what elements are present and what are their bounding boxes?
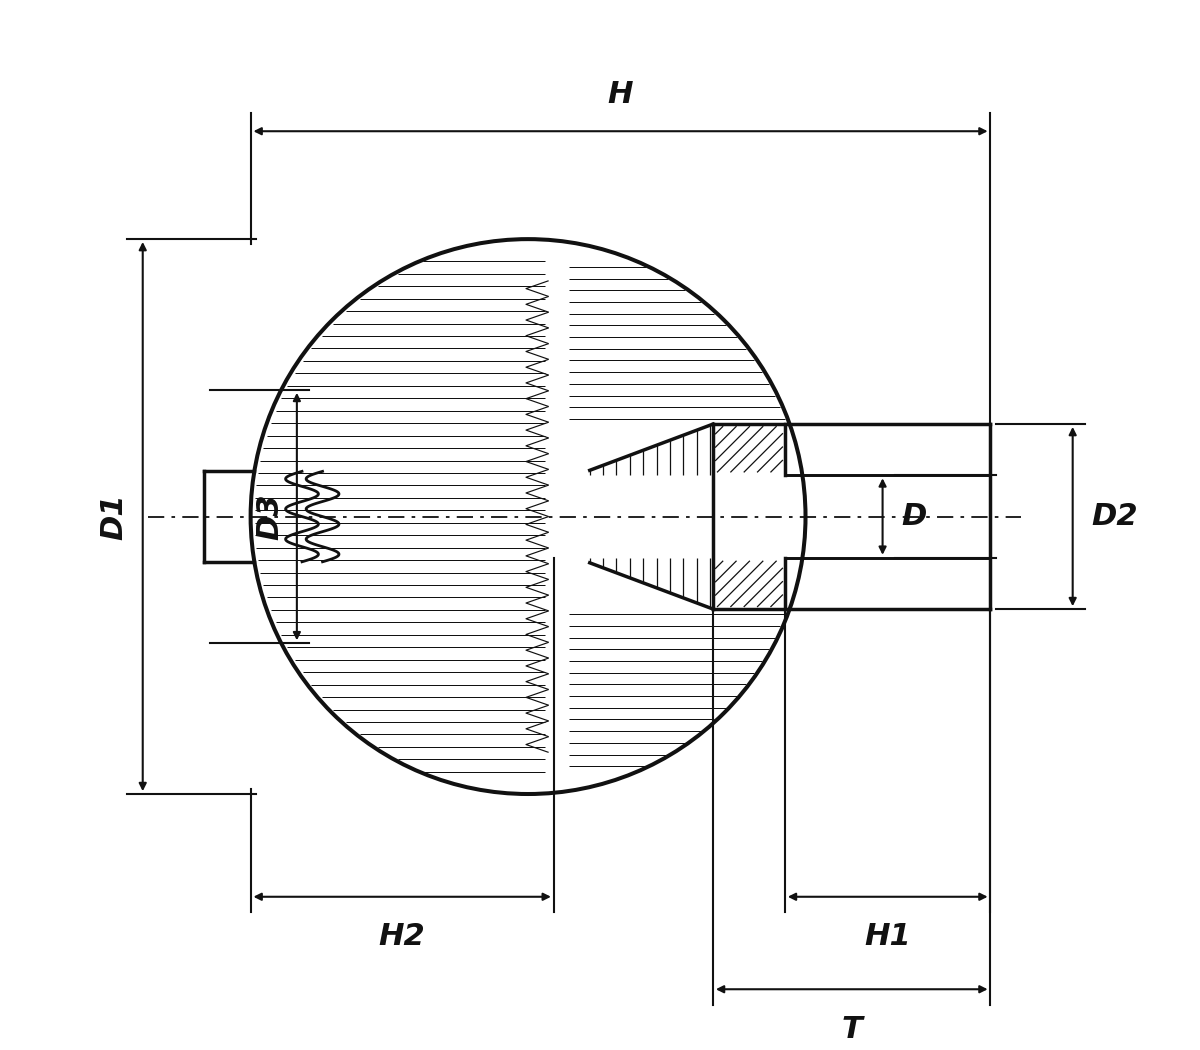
Text: H: H [608, 80, 634, 108]
Text: D1: D1 [100, 494, 128, 540]
Text: T: T [841, 1015, 862, 1044]
Text: H1: H1 [864, 923, 911, 951]
Text: D: D [901, 502, 926, 531]
Text: H2: H2 [379, 923, 426, 951]
Text: D2: D2 [1091, 502, 1138, 531]
Text: D3: D3 [256, 494, 284, 540]
